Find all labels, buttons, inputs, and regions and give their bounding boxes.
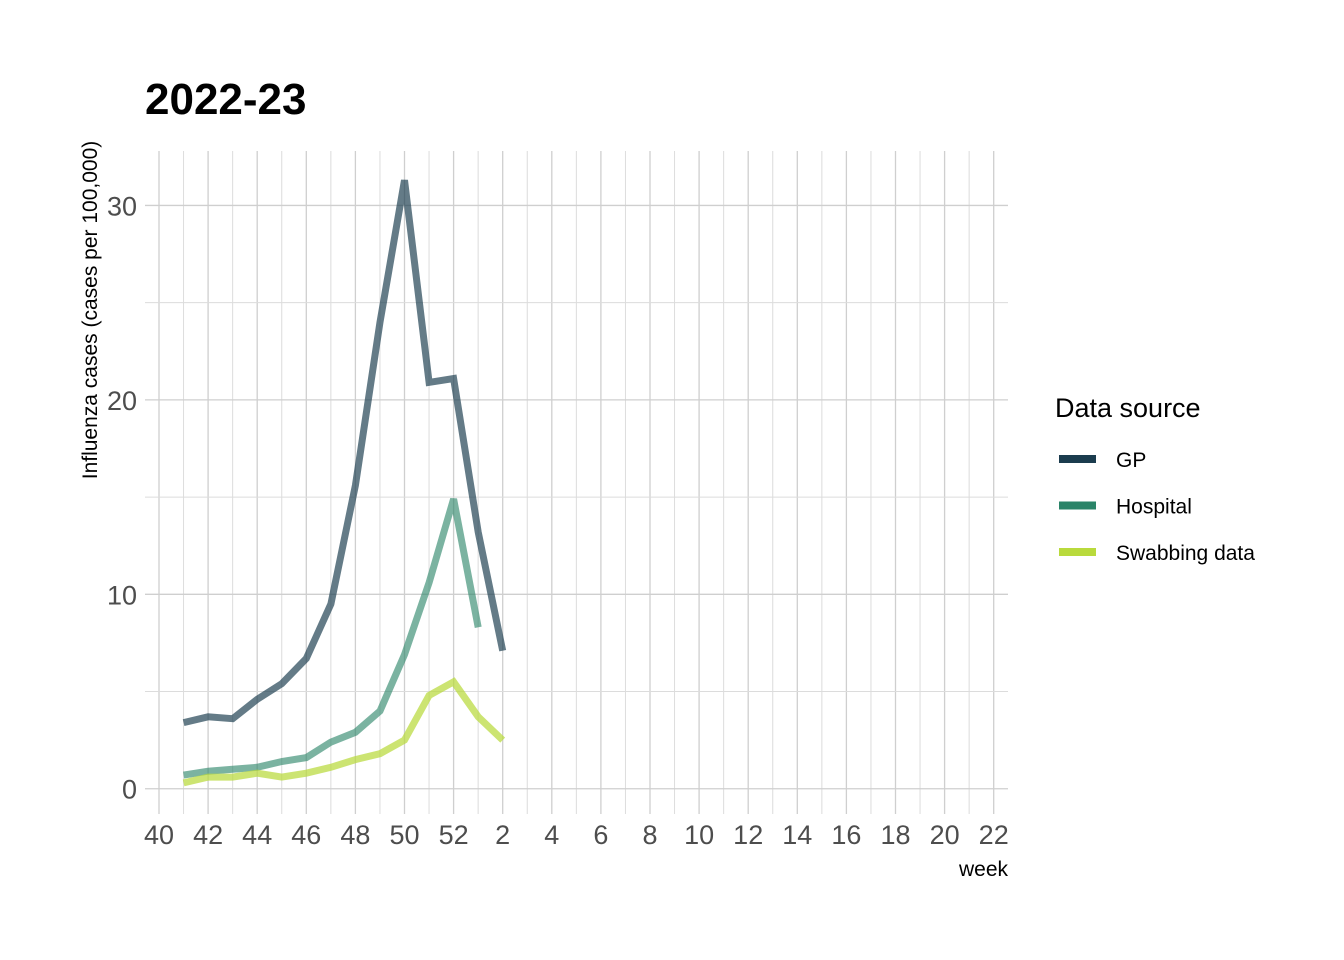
x-tick-label: 12: [733, 820, 763, 850]
series-line-hospital: [183, 498, 482, 779]
y-axis-title: Influenza cases (cases per 100,000): [79, 141, 102, 480]
x-tick-label: 2: [495, 820, 510, 850]
grid: [145, 151, 1008, 814]
chart-title: 2022-23: [145, 75, 306, 124]
x-tick-label: 20: [930, 820, 960, 850]
x-tick-label: 42: [193, 820, 223, 850]
legend-key: [1059, 548, 1096, 556]
x-tick-label: 8: [642, 820, 657, 850]
y-tick-label: 10: [107, 580, 137, 610]
series-line-swabbing-data: [182, 677, 506, 787]
x-tick-label: 50: [389, 820, 419, 850]
x-tick-label: 48: [340, 820, 370, 850]
x-tick-label: 44: [242, 820, 272, 850]
y-axis-ticks: 0 10 20 30: [107, 191, 137, 804]
legend-label: Hospital: [1116, 496, 1192, 519]
x-tick-label: 16: [831, 820, 861, 850]
x-axis-ticks: 40 42 44 46 48 50 52 2 4 6 8 10 12 14 16 18 20 22: [144, 820, 1009, 850]
x-tick-label: 10: [684, 820, 714, 850]
legend: Data source GP Hospital Swabbing data: [1055, 393, 1255, 565]
series-lines: [182, 179, 507, 787]
legend-label: GP: [1116, 449, 1146, 472]
legend-key: [1059, 501, 1096, 510]
legend-key: [1059, 455, 1096, 463]
x-tick-label: 22: [979, 820, 1009, 850]
legend-items: GP Hospital Swabbing data: [1059, 449, 1255, 565]
series-line-gp: [182, 179, 507, 727]
legend-title: Data source: [1055, 393, 1201, 423]
x-axis-title: week: [958, 858, 1009, 881]
x-tick-label: 6: [593, 820, 608, 850]
x-tick-label: 14: [782, 820, 812, 850]
x-tick-label: 18: [880, 820, 910, 850]
y-tick-label: 30: [107, 191, 137, 221]
x-tick-label: 52: [439, 820, 469, 850]
y-tick-label: 0: [122, 775, 137, 805]
x-tick-label: 4: [544, 820, 559, 850]
legend-label: Swabbing data: [1116, 542, 1255, 565]
x-tick-label: 40: [144, 820, 174, 850]
y-tick-label: 20: [107, 386, 137, 416]
x-tick-label: 46: [291, 820, 321, 850]
